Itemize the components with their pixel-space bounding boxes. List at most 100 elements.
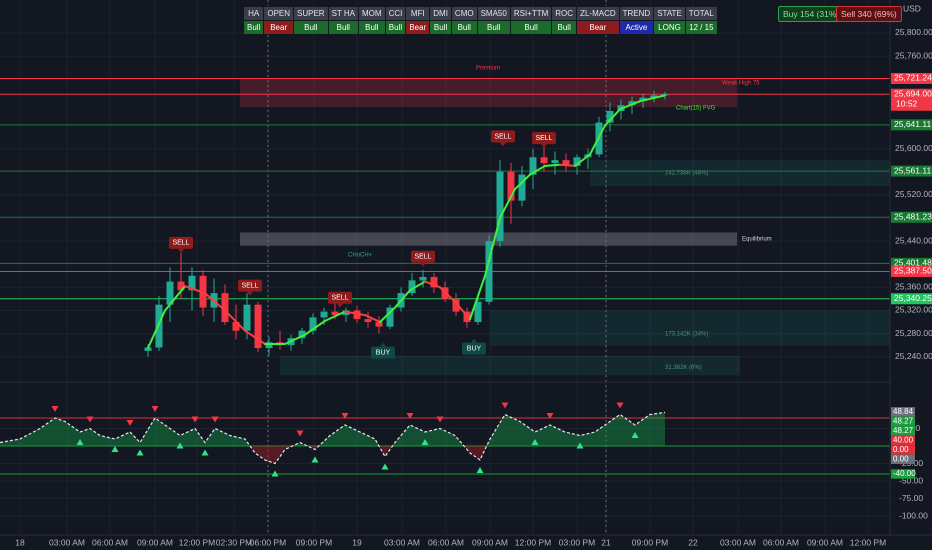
osc-peak-signal [211,416,219,423]
candle-body [309,317,317,331]
trend-segment [559,163,576,167]
trend-segment [224,309,246,332]
table-header: TOTAL [684,6,718,21]
osc-badge [891,426,915,436]
trend-segment [394,289,411,309]
candle-body [573,157,581,166]
trend-segment [439,286,456,303]
signal-box [411,250,435,263]
osc-peak-signal [616,402,624,409]
osc-peak-signal [151,406,159,412]
zone [490,310,890,346]
osc-line [0,411,666,465]
zone [240,78,737,107]
zone-label: 173.142K (34%) [665,332,708,338]
table-value: Bull [429,20,452,35]
osc-badge-label: -40.00 [893,469,916,478]
annotation: CHoCH+ [348,253,373,259]
osc-badge-label: 48.27 [893,426,914,435]
x-tick-label: 09:00 PM [296,537,332,547]
signal-arrow [247,291,253,296]
zone-label: 242.738K (48%) [665,171,708,177]
osc-trough-signal [111,446,119,452]
countdown: 10:52 [896,98,918,108]
x-tick-label: 06:00 PM [250,537,286,547]
price-badge [891,72,932,84]
candle-body [606,111,614,123]
osc-peak-signal [546,413,554,419]
candle-body [452,298,460,312]
table-header: ST HA [327,6,360,21]
candle-body [529,157,537,175]
osc-trough-signal [271,470,279,477]
osc-trough-signal [201,449,209,456]
candle-body [232,322,240,331]
osc-area-positive [0,412,665,446]
signal-arrow [337,303,343,308]
osc-peak-signal [341,413,349,419]
table-value: Bull [551,20,578,35]
trend-segment [364,314,381,324]
trend-segment [424,280,441,289]
x-tick-label: 09:00 AM [137,537,173,547]
price-badge [891,88,932,111]
x-tick-label: 09:00 PM [632,537,668,547]
signal-label: SELL [494,133,511,140]
x-tick-label: 06:00 AM [763,537,799,547]
candle-body [430,276,438,288]
signal-arrow [471,338,477,343]
trend-segment [244,329,266,345]
price-badge [891,211,932,223]
indicator-table: HA OPEN SUPER ST HA MOM CCI MFI DMI CMO SMA50 RSI+… [242,6,718,35]
trend-segment [409,280,426,292]
table-value: Bull [358,20,386,35]
signal-label: BUY [467,345,482,352]
trend-segment [639,94,666,103]
table-header: ZL-MACD [576,6,620,21]
trend-segment [204,292,226,312]
x-tick-label: 12:00 PM [179,537,215,547]
trend-segment [619,100,641,111]
osc-trough-signal [421,439,429,445]
signal-box [532,132,556,145]
oscillator-panel [0,402,890,477]
annotation: Weak High 75 [722,81,760,87]
zone-label: 31.382K (6%) [665,365,702,371]
signal-label: BUY [376,350,391,357]
x-tick-label: 21 [601,537,611,547]
osc-trough-signal [311,456,319,463]
osc-trough-signal [476,467,484,473]
price-badge [891,257,932,269]
table-header: STATE [653,6,686,21]
table-value: Bull [293,20,329,35]
y-tick-label: 25,360.00 [895,282,932,292]
table-value: Bull [327,20,360,35]
candle-body [540,157,548,164]
table-value: Bull [476,20,511,35]
x-tick-label: 03:00 AM [720,537,756,547]
x-tick-label: 09:00 AM [807,537,843,547]
y-tick-label: 25,800.00 [895,27,932,37]
table-value: Bull [509,20,553,35]
table-value: Bear [263,20,295,35]
y-tick-label: 25,240.00 [895,351,932,361]
zone [280,355,740,376]
candle-body [375,322,383,327]
candle-body [507,171,515,201]
table-header: MFI [405,6,431,21]
annotation: Chart(15) FVG [676,106,716,112]
trend-segment [514,173,531,191]
osc-badge [891,469,915,479]
table-value: Bear [576,20,620,35]
candle-body [419,276,427,281]
osc-peak-signal [126,420,134,426]
x-tick-label: 06:00 AM [92,537,128,547]
osc-badge [891,416,915,427]
currency: USD [903,3,921,13]
trend-segment [284,333,306,345]
signal-label: SELL [331,295,348,302]
signal-label: SELL [172,240,189,247]
table-value: Bull [384,20,407,35]
price-badge-label: 25,387.50 [894,266,932,276]
y-tick-label: -75.00 [899,493,923,503]
